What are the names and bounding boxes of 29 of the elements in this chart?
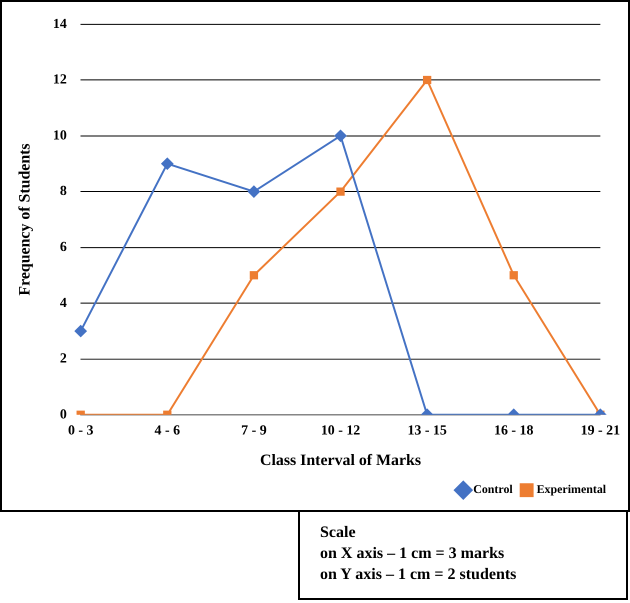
point <box>161 158 174 170</box>
text: on Y axis – 1 cm = 2 students <box>320 565 518 585</box>
text: on X axis – 1 cm = 3 marks <box>320 544 506 564</box>
x-tick-label: 10 - 12 <box>320 424 360 439</box>
y-tick-label: 4 <box>60 296 67 311</box>
y-tick-label: 10 <box>52 128 67 144</box>
y-tick-label: 12 <box>52 72 67 88</box>
point <box>334 130 346 142</box>
x-tick-label: 0 - 3 <box>68 424 94 439</box>
y-tick-label: 0 <box>60 407 67 422</box>
point <box>422 76 432 84</box>
point <box>250 271 258 280</box>
x-tick-label: 13 - 15 <box>407 424 447 439</box>
point <box>510 271 518 280</box>
y-tick-label: 6 <box>60 240 67 255</box>
text: Scale <box>320 523 357 543</box>
x-tick-label: 7 - 9 <box>241 424 267 439</box>
x-tick-label: 4 - 6 <box>154 424 180 439</box>
y-tick-label: 14 <box>52 16 67 32</box>
legend-label: Control <box>473 482 514 496</box>
x-tick-label: 16 - 18 <box>494 424 534 439</box>
y-axis-title: Frequency of Students <box>16 143 34 296</box>
x-axis-title: Class Interval of Marks <box>260 452 422 469</box>
y-tick-label: 8 <box>60 184 67 200</box>
legend-label: Experimental <box>536 482 607 496</box>
point <box>248 186 260 198</box>
x-tick-label: 19 - 21 <box>580 424 620 439</box>
y-tick-label: 2 <box>60 352 67 367</box>
point <box>336 187 345 196</box>
